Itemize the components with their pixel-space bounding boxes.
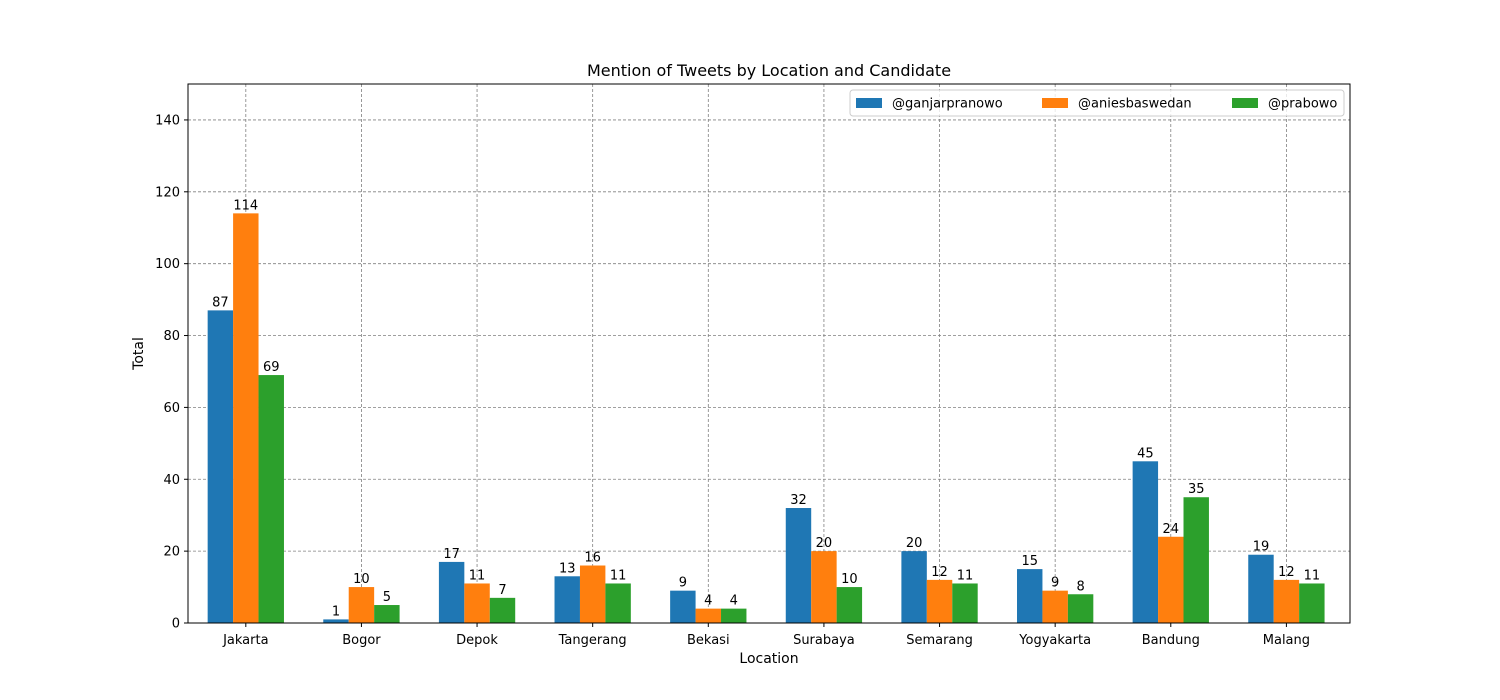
bar-value-label: 17	[443, 547, 460, 562]
x-axis-label: Location	[739, 651, 798, 667]
bar-value-label: 9	[679, 576, 687, 591]
bar	[1248, 554, 1274, 623]
legend-swatch	[1042, 98, 1068, 108]
bar	[836, 587, 863, 623]
bar	[952, 583, 978, 623]
bars-layer	[207, 213, 1325, 624]
bar-value-label: 45	[1137, 446, 1154, 461]
bar	[207, 310, 234, 623]
legend-entry-label: @prabowo	[1268, 97, 1337, 112]
bar	[1158, 536, 1184, 623]
bar-value-label: 16	[584, 551, 601, 566]
bar	[721, 608, 747, 623]
bar	[258, 375, 284, 623]
bar	[348, 587, 375, 623]
bar-value-label: 15	[1021, 554, 1038, 569]
bar	[233, 213, 259, 624]
bar	[1017, 569, 1043, 623]
bar-value-label: 13	[559, 561, 576, 576]
bar	[605, 583, 631, 623]
plot-frame	[187, 83, 1351, 624]
legend-swatch	[856, 98, 882, 108]
y-tick-label: 40	[163, 473, 180, 488]
bar	[374, 605, 400, 623]
legend-swatch	[1232, 98, 1258, 108]
bar	[1183, 497, 1209, 623]
bar-value-label: 10	[353, 572, 370, 587]
bar	[901, 551, 927, 623]
bar-value-label: 9	[1051, 576, 1059, 591]
y-tick-label: 0	[172, 617, 180, 632]
bar-value-label: 114	[233, 198, 258, 213]
x-tick-label: Jakarta	[222, 633, 268, 648]
bar	[1067, 594, 1094, 623]
x-tick-label: Surabaya	[793, 633, 855, 648]
bar	[1299, 583, 1325, 623]
y-tick-label: 120	[155, 185, 180, 200]
x-tick-label: Bekasi	[687, 633, 730, 648]
bar-value-label: 19	[1253, 540, 1270, 555]
bar	[695, 608, 722, 623]
bar-value-label: 24	[1163, 522, 1180, 537]
bar	[554, 576, 580, 623]
bar-value-label: 35	[1188, 482, 1205, 497]
bar	[1273, 579, 1300, 623]
legend-box	[849, 89, 1345, 117]
bar-value-label: 4	[704, 594, 712, 609]
x-tick-label: Depok	[456, 633, 498, 648]
y-tick-label: 140	[155, 113, 180, 128]
bar	[579, 565, 606, 623]
bar-value-label: 1	[332, 604, 340, 619]
bar	[464, 583, 490, 623]
legend-entry-label: @ganjarpranowo	[892, 97, 1003, 112]
bar-value-label: 12	[1278, 565, 1295, 580]
bar	[323, 619, 349, 623]
x-tick-label: Semarang	[906, 633, 973, 648]
bar	[1132, 461, 1159, 623]
y-axis-label: Total	[131, 337, 147, 371]
bar	[1042, 590, 1068, 623]
legend: @ganjarpranowo @aniesbaswedan @prabowo	[849, 89, 1345, 117]
x-tick-label: Yogyakarta	[1018, 633, 1091, 648]
bar-value-label: 87	[212, 295, 229, 310]
y-tick-label: 80	[163, 329, 180, 344]
bar-value-label: 11	[1304, 568, 1321, 583]
bar-value-label: 5	[383, 590, 391, 605]
bar-value-label: 12	[931, 565, 948, 580]
bar-value-label: 20	[816, 536, 833, 551]
bar-value-label: 20	[906, 536, 923, 551]
bar-value-label: 11	[610, 568, 627, 583]
bar	[489, 597, 516, 623]
x-tick-label: Bandung	[1142, 633, 1200, 648]
bar-value-label: 11	[469, 568, 486, 583]
bar	[670, 590, 696, 623]
x-tick-label: Bogor	[342, 633, 381, 648]
bar-value-label: 4	[730, 594, 738, 609]
legend-entry-label: @aniesbaswedan	[1078, 97, 1192, 112]
bar-value-label: 11	[957, 568, 974, 583]
bar	[785, 508, 812, 623]
x-tick-label: Malang	[1263, 633, 1310, 648]
y-tick-label: 20	[163, 545, 180, 560]
bar-value-label: 32	[790, 493, 807, 508]
bar	[811, 551, 837, 623]
x-tick-label: Tangerang	[558, 633, 627, 648]
bar-value-label: 69	[263, 360, 280, 375]
y-tick-label: 60	[163, 401, 180, 416]
bar-value-label: 7	[498, 583, 506, 598]
bar-value-label: 8	[1076, 579, 1084, 594]
bar-value-label: 10	[841, 572, 858, 587]
chart-title: Mention of Tweets by Location and Candid…	[587, 61, 951, 80]
bar	[926, 579, 953, 623]
bar	[438, 561, 465, 623]
y-tick-label: 100	[155, 257, 180, 272]
